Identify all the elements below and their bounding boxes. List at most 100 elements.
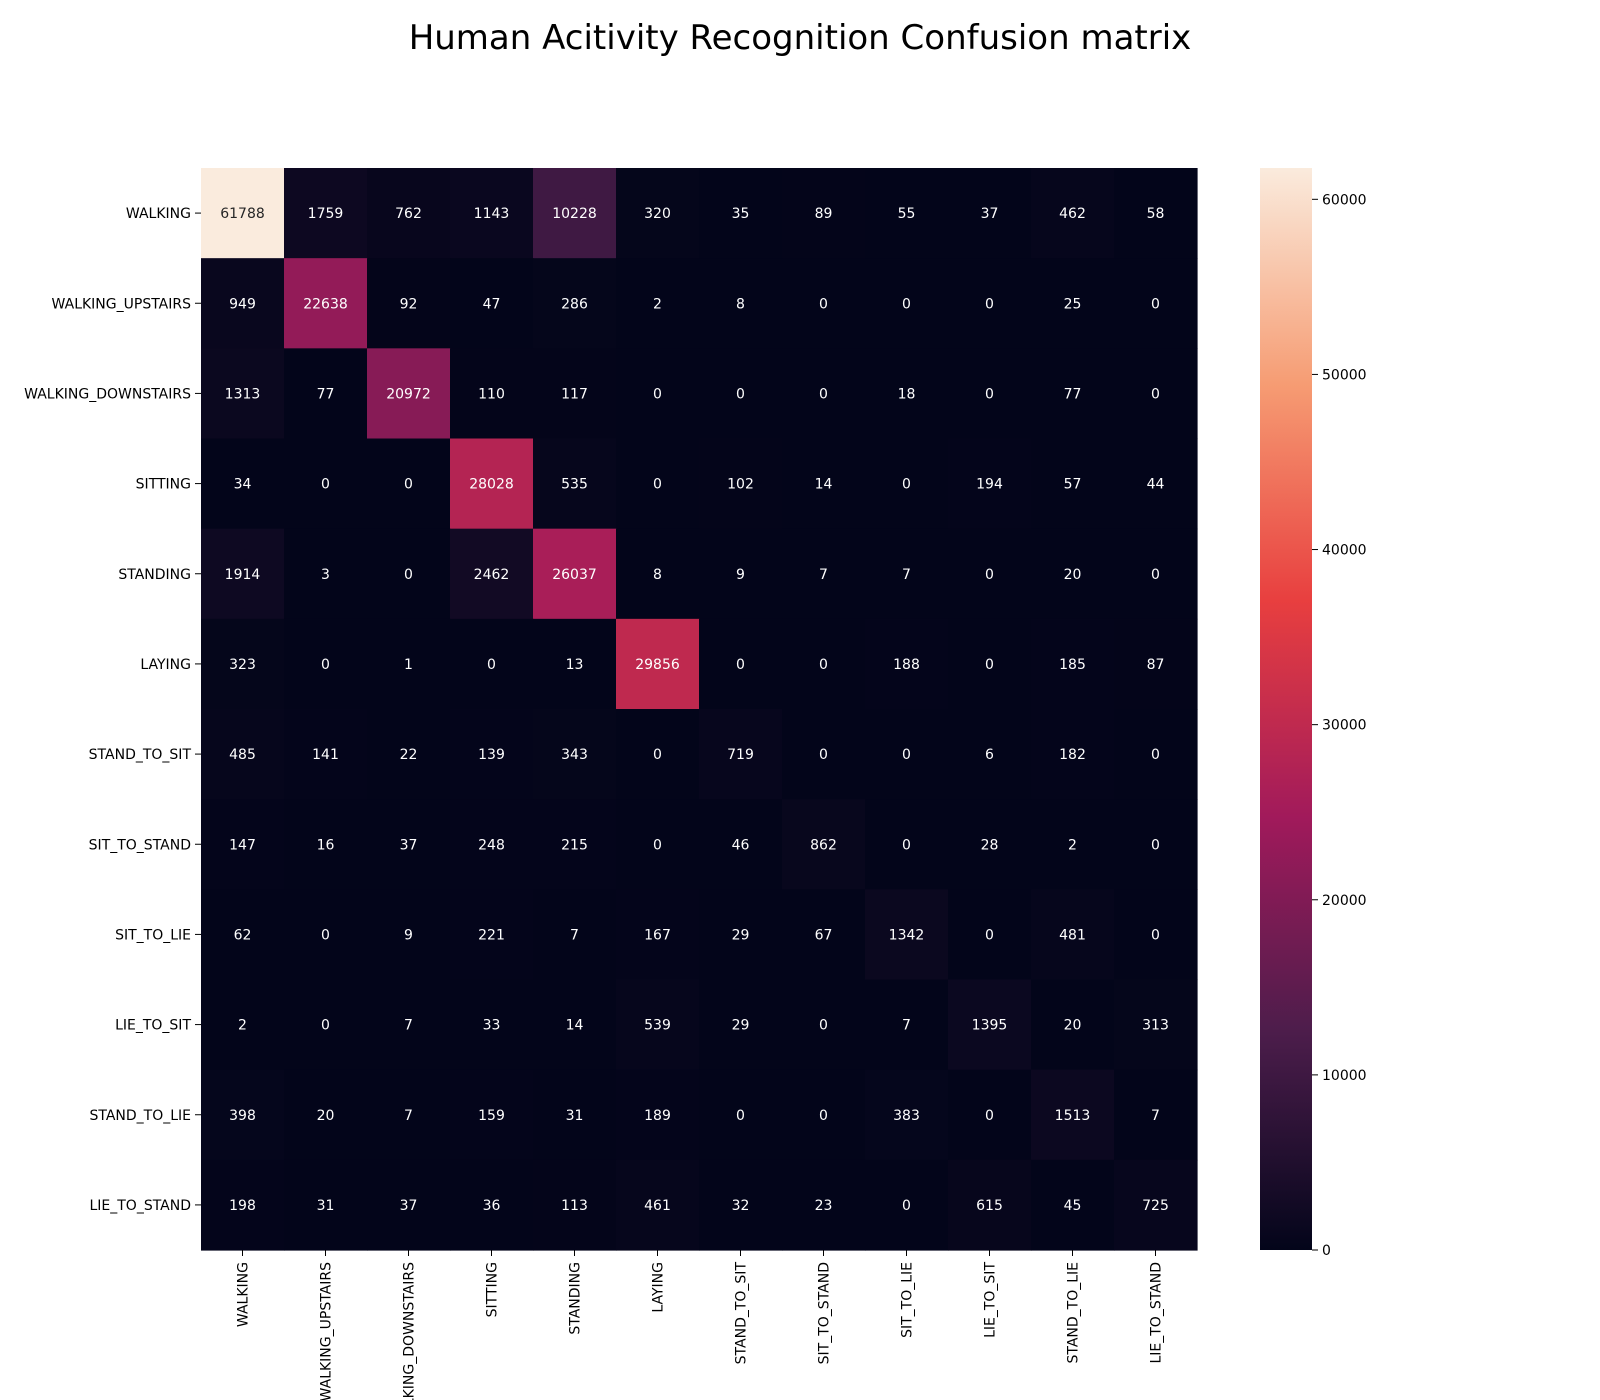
cell-value-label: 8 bbox=[736, 296, 745, 312]
cell-value-label: 46 bbox=[732, 837, 750, 853]
heatmap-cell bbox=[450, 258, 534, 349]
row-label: SIT_TO_STAND bbox=[89, 837, 191, 853]
cell-value-label: 117 bbox=[561, 386, 588, 402]
heatmap-cell bbox=[616, 168, 700, 259]
heatmap-cell bbox=[1031, 438, 1115, 530]
column-label: SITTING bbox=[485, 1262, 501, 1317]
cell-value-label: 20 bbox=[1064, 567, 1082, 583]
heatmap-cell bbox=[948, 889, 1032, 981]
heatmap-cell bbox=[1114, 709, 1198, 800]
heatmap-cell bbox=[948, 799, 1032, 890]
cell-value-label: 0 bbox=[985, 657, 994, 673]
heatmap-cell bbox=[616, 799, 700, 890]
cell-value-label: 110 bbox=[478, 386, 505, 402]
cell-value-label: 481 bbox=[1059, 927, 1086, 943]
cell-value-label: 248 bbox=[478, 837, 505, 853]
cell-value-label: 0 bbox=[819, 386, 828, 402]
heatmap-cell bbox=[865, 168, 949, 259]
heatmap-cell bbox=[367, 618, 451, 710]
cell-value-label: 0 bbox=[1151, 837, 1160, 853]
heatmap-cell bbox=[865, 889, 949, 981]
cell-value-label: 539 bbox=[644, 1018, 671, 1034]
cell-value-label: 141 bbox=[312, 747, 339, 763]
heatmap-cell bbox=[1031, 799, 1115, 890]
colorbar-gradient bbox=[1260, 168, 1312, 1250]
cell-value-label: 2462 bbox=[474, 567, 510, 583]
cell-value-label: 22638 bbox=[303, 296, 348, 312]
heatmap-cell bbox=[201, 799, 285, 890]
cell-value-label: 92 bbox=[400, 296, 418, 312]
cell-value-label: 1914 bbox=[225, 567, 261, 583]
heatmap-cell bbox=[699, 258, 783, 349]
cell-value-label: 45 bbox=[1064, 1198, 1082, 1214]
heatmap-cell bbox=[865, 979, 949, 1071]
cell-value-label: 31 bbox=[317, 1198, 335, 1214]
cell-value-label: 31 bbox=[566, 1108, 584, 1124]
cell-value-label: 0 bbox=[321, 1018, 330, 1034]
cell-value-label: 1342 bbox=[889, 927, 925, 943]
cell-value-label: 44 bbox=[1147, 477, 1165, 493]
cell-value-label: 0 bbox=[902, 477, 911, 493]
heatmap-cell bbox=[1031, 1159, 1115, 1251]
heatmap-cell bbox=[284, 348, 368, 440]
cell-value-label: 89 bbox=[815, 206, 833, 222]
cells-layer bbox=[201, 168, 1198, 1251]
heatmap-cell bbox=[1114, 1069, 1198, 1161]
cell-value-label: 0 bbox=[1151, 747, 1160, 763]
heatmap-cell bbox=[948, 348, 1032, 440]
heatmap-cell bbox=[782, 258, 866, 349]
cell-value-label: 7 bbox=[819, 567, 828, 583]
cell-value-label: 182 bbox=[1059, 747, 1086, 763]
heatmap-cell bbox=[699, 1159, 783, 1251]
heatmap-cell bbox=[948, 1069, 1032, 1161]
cell-value-label: 189 bbox=[644, 1108, 671, 1124]
heatmap-cell bbox=[782, 889, 866, 981]
heatmap-cell bbox=[1114, 799, 1198, 890]
cell-value-label: 215 bbox=[561, 837, 588, 853]
heatmap-cell bbox=[1031, 709, 1115, 800]
heatmap-cell bbox=[782, 348, 866, 440]
heatmap-cell bbox=[865, 528, 949, 620]
cell-value-label: 1313 bbox=[225, 386, 261, 402]
heatmap-cell bbox=[699, 709, 783, 800]
heatmap-cell bbox=[1114, 889, 1198, 981]
heatmap-cell bbox=[201, 889, 285, 981]
heatmap-cell bbox=[865, 618, 949, 710]
cell-value-label: 57 bbox=[1064, 477, 1082, 493]
cell-value-label: 185 bbox=[1059, 657, 1086, 673]
cell-value-label: 0 bbox=[653, 747, 662, 763]
heatmap-cell bbox=[450, 348, 534, 440]
row-label: LIE_TO_STAND bbox=[89, 1198, 191, 1214]
heatmap-cell bbox=[201, 618, 285, 710]
cell-value-label: 25 bbox=[1064, 296, 1082, 312]
heatmap-cell bbox=[782, 709, 866, 800]
heatmap-cell bbox=[1031, 979, 1115, 1071]
heatmap-cell bbox=[450, 438, 534, 530]
heatmap-cell bbox=[533, 979, 617, 1071]
cell-value-label: 7 bbox=[404, 1108, 413, 1124]
heatmap-cell bbox=[201, 438, 285, 530]
cell-value-label: 0 bbox=[985, 296, 994, 312]
cell-value-label: 0 bbox=[902, 837, 911, 853]
cell-value-label: 949 bbox=[229, 296, 256, 312]
cell-value-label: 159 bbox=[478, 1108, 505, 1124]
heatmap-cell bbox=[367, 1159, 451, 1251]
cell-value-label: 8 bbox=[653, 567, 662, 583]
heatmap-cell bbox=[699, 438, 783, 530]
heatmap-cell bbox=[948, 258, 1032, 349]
column-label: STAND_TO_LIE bbox=[1066, 1262, 1082, 1364]
cell-value-label: 29856 bbox=[635, 657, 680, 673]
column-label: LIE_TO_STAND bbox=[1149, 1262, 1165, 1364]
heatmap-cell bbox=[367, 889, 451, 981]
heatmap-cell bbox=[1031, 528, 1115, 620]
heatmap-cell bbox=[201, 979, 285, 1071]
cell-value-label: 3 bbox=[321, 567, 330, 583]
cell-value-label: 0 bbox=[985, 567, 994, 583]
column-label: STANDING bbox=[568, 1262, 584, 1335]
row-label: WALKING_UPSTAIRS bbox=[52, 296, 192, 312]
cell-value-label: 28 bbox=[981, 837, 999, 853]
heatmap-cell bbox=[782, 618, 866, 710]
heatmap-cell bbox=[616, 709, 700, 800]
heatmap-cell bbox=[450, 889, 534, 981]
heatmap-cell bbox=[367, 979, 451, 1071]
